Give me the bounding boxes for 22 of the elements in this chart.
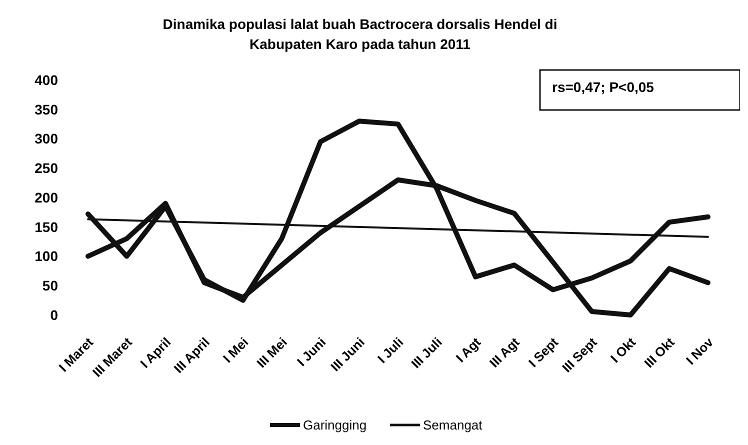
y-tick-label: 100 bbox=[34, 248, 58, 264]
x-tick-label: I Mei bbox=[220, 334, 252, 366]
legend-label: Semangat bbox=[423, 418, 483, 433]
y-tick-label: 150 bbox=[34, 218, 58, 235]
y-tick-label: 0 bbox=[50, 306, 58, 323]
annotation: rs=0,47; P<0,05 bbox=[552, 79, 654, 95]
x-tick-label: III Okt bbox=[641, 334, 678, 371]
y-tick-label: 200 bbox=[34, 189, 58, 206]
x-tick-label: III Agt bbox=[486, 334, 523, 370]
y-tick-label: 50 bbox=[42, 278, 58, 294]
x-tick-label: III Juli bbox=[408, 334, 445, 372]
y-tick-label: 250 bbox=[34, 160, 58, 176]
y-tick-label: 350 bbox=[34, 101, 58, 118]
x-tick-label: I Agt bbox=[452, 334, 484, 366]
x-tick-label: I Juli bbox=[374, 334, 406, 366]
legend-label: Garingging bbox=[303, 418, 367, 433]
x-tick-label: I Okt bbox=[608, 334, 640, 366]
chart-title: Dinamika populasi lalat buah Bactrocera dorsalis Hendel di Kabupaten Karo pada tahun 2011 bbox=[162, 15, 558, 54]
y-tick-label: 400 bbox=[34, 72, 58, 88]
x-tick-label: III Mei bbox=[254, 334, 290, 371]
x-tick-label: I Nov bbox=[683, 334, 717, 368]
y-tick-label: 300 bbox=[34, 130, 58, 147]
